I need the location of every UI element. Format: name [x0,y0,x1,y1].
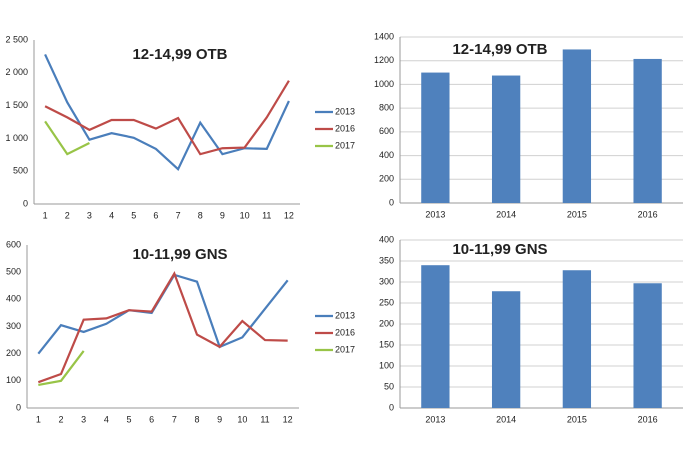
y-tick-label: 1000 [374,79,394,89]
x-tick-label: 7 [172,414,177,424]
legend-label: 2016 [335,327,355,337]
x-tick-label: 4 [109,210,114,220]
y-tick-label: 200 [379,174,394,184]
series-line [37,270,288,384]
bar [491,291,521,408]
y-tick-label: 300 [379,276,394,286]
y-tick-label: 600 [6,239,21,249]
legend-label: 2017 [335,140,355,150]
y-tick-label: 0 [23,198,28,208]
x-tick-label: 10 [240,210,250,220]
y-tick-label: 1 500 [5,100,28,110]
y-tick-label: 0 [389,197,394,207]
x-tick-label: 4 [104,414,109,424]
legend-label: 2013 [335,106,355,116]
y-tick-label: 600 [379,126,394,136]
x-tick-label: 12 [283,414,293,424]
y-tick-label: 100 [6,375,21,385]
y-tick-label: 350 [379,255,394,265]
legend-label: 2016 [335,123,355,133]
x-tick-label: 2013 [425,414,445,424]
x-tick-label: 6 [149,414,154,424]
x-tick-label: 2014 [496,414,516,424]
legend-label: 2017 [335,344,355,354]
x-tick-label: 6 [153,210,158,220]
y-tick-label: 400 [379,150,394,160]
y-tick-label: 2 000 [5,67,28,77]
chart-title: 10-11,99 GNS [132,246,227,263]
y-tick-label: 300 [6,321,21,331]
y-tick-label: 50 [384,381,394,391]
x-tick-label: 5 [131,210,136,220]
x-tick-label: 8 [198,210,203,220]
y-tick-label: 400 [379,234,394,244]
y-tick-label: 200 [379,318,394,328]
y-tick-label: 500 [13,166,28,176]
legend-label: 2013 [335,310,355,320]
x-tick-label: 11 [262,210,271,220]
x-tick-label: 3 [87,210,92,220]
x-tick-label: 2 [58,414,63,424]
x-tick-label: 9 [220,210,225,220]
bar [491,75,521,203]
x-tick-label: 2 [65,210,70,220]
chart-title: 12-14,99 OTB [132,46,227,63]
series-line [38,350,85,386]
y-tick-label: 150 [379,339,394,349]
series-line [37,273,289,355]
x-tick-label: 2016 [638,414,658,424]
x-tick-label: 3 [81,414,86,424]
x-tick-label: 9 [217,414,222,424]
x-tick-label: 2014 [496,209,516,219]
y-tick-label: 200 [6,348,21,358]
x-tick-label: 8 [194,414,199,424]
y-tick-label: 1200 [374,55,394,65]
bar [421,72,450,203]
y-tick-label: 800 [379,103,394,113]
x-tick-label: 5 [126,414,131,424]
x-tick-label: 11 [260,414,269,424]
bar [562,49,592,204]
x-tick-label: 1 [43,210,48,220]
y-tick-label: 250 [379,297,394,307]
x-tick-label: 2015 [567,414,587,424]
y-tick-label: 0 [16,402,21,412]
y-tick-label: 1 000 [5,133,28,143]
chart-title: 12-14,99 OTB [452,41,547,58]
x-tick-label: 1 [36,414,41,424]
series-line [44,80,290,156]
chart-title: 10-11,99 GNS [452,241,547,258]
y-tick-label: 400 [6,294,21,304]
y-tick-label: 1400 [374,31,394,41]
bar [562,270,592,408]
x-tick-label: 2016 [638,209,658,219]
bar [633,283,662,408]
x-tick-label: 12 [284,210,294,220]
x-tick-label: 10 [237,414,247,424]
y-tick-label: 2 500 [5,34,28,44]
bar [421,265,450,408]
bar [633,58,662,203]
series-line [44,53,290,172]
y-tick-label: 500 [6,267,21,277]
x-tick-label: 2015 [567,209,587,219]
x-tick-label: 2013 [425,209,445,219]
y-tick-label: 100 [379,360,394,370]
series-line [44,120,90,156]
y-tick-label: 0 [389,402,394,412]
x-tick-label: 7 [176,210,181,220]
